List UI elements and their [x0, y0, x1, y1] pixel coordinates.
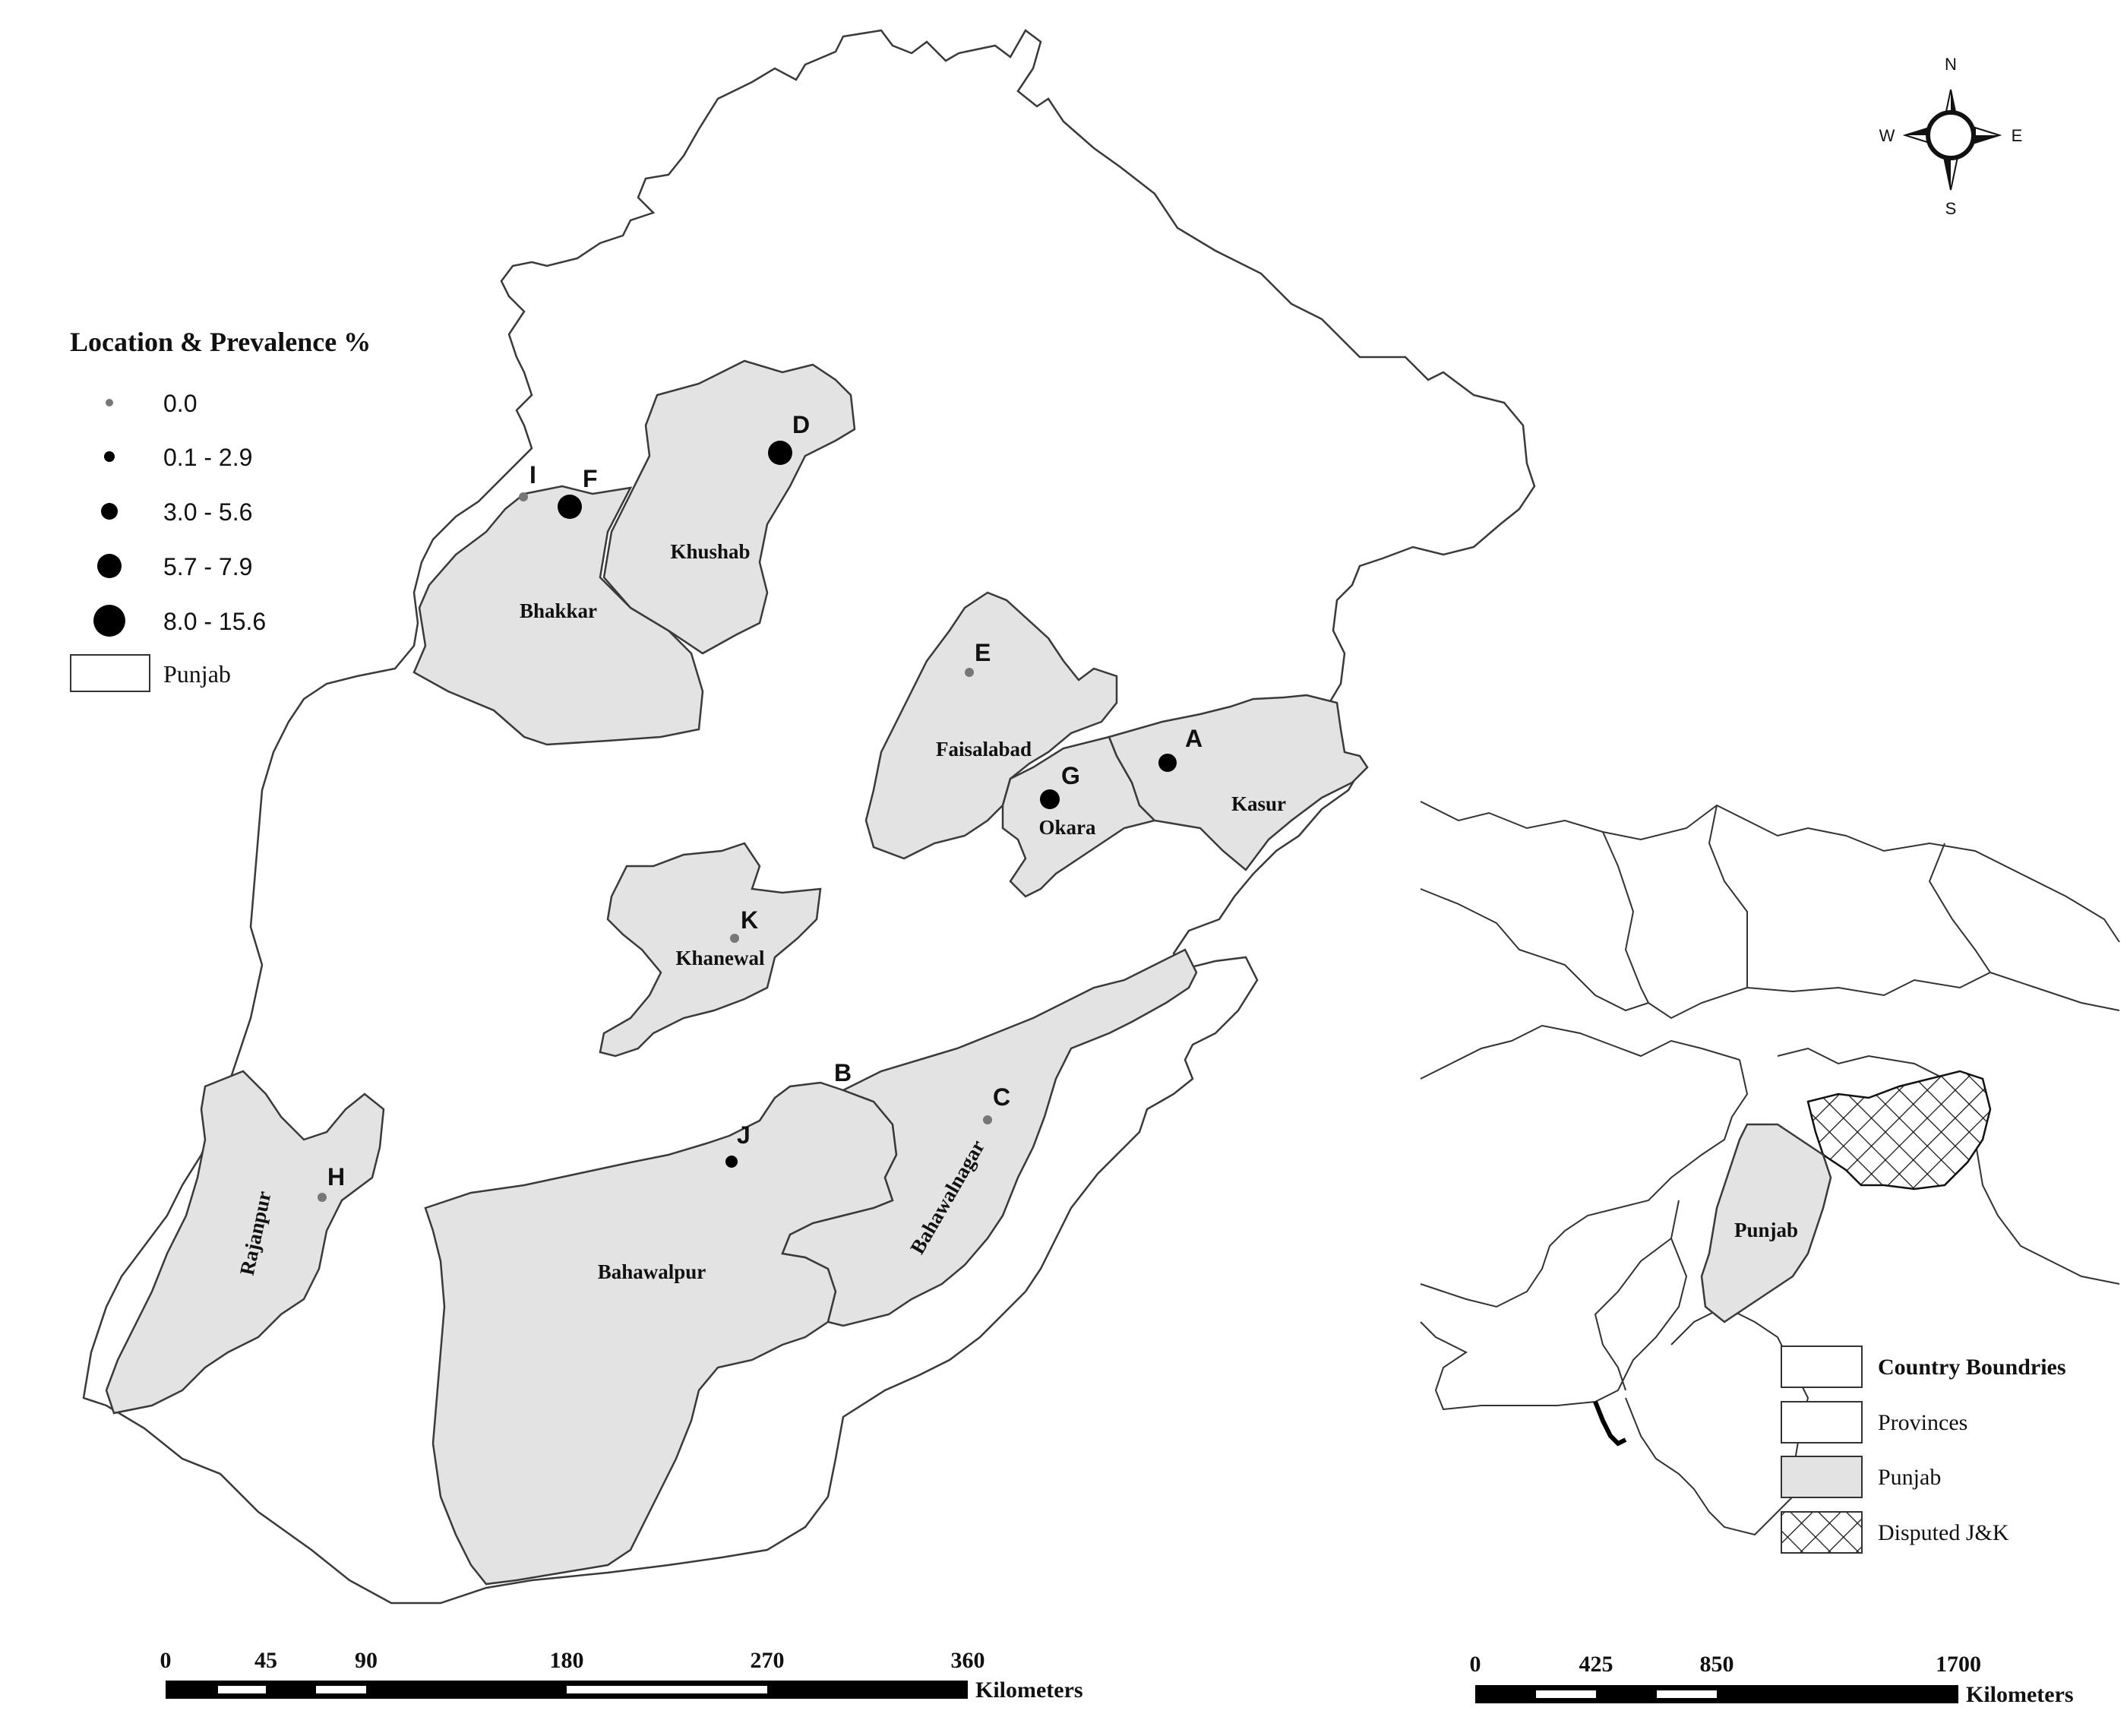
label-kasur: Kasur — [1231, 792, 1286, 815]
point-c — [983, 1115, 992, 1124]
inset-legend: Country Boundries Provinces Punjab Dispu… — [1781, 1345, 2066, 1554]
inset-disputed-jk — [1806, 1070, 1992, 1191]
compass-rose-icon: N S W E — [1879, 55, 2023, 218]
point-label-c: C — [993, 1083, 1010, 1111]
point-g — [1040, 789, 1060, 809]
point-h — [318, 1193, 327, 1202]
legend-region-swatch — [70, 654, 150, 692]
district-bhakkar — [412, 485, 704, 746]
scale-inset-tick-1: 425 — [1579, 1652, 1613, 1677]
point-label-j: J — [737, 1121, 751, 1149]
compass-s: S — [1945, 199, 1957, 218]
legend-symbol-1 — [104, 451, 115, 462]
legend-symbol-0 — [106, 399, 113, 406]
legend-label-2: 3.0 - 5.6 — [163, 498, 252, 526]
point-k — [730, 934, 739, 943]
inset-punjab — [1700, 1123, 1832, 1323]
legend-symbol-2 — [101, 503, 118, 520]
scale-inset-tick-2: 850 — [1700, 1652, 1734, 1677]
inset-legend-swatch-0 — [1781, 1345, 1863, 1388]
scale-main-tick-3: 180 — [550, 1648, 584, 1673]
inset-legend-swatch-1 — [1781, 1401, 1863, 1444]
label-khanewal: Khanewal — [675, 947, 765, 969]
legend-label-0: 0.0 — [163, 390, 197, 417]
label-khushab: Khushab — [670, 540, 750, 563]
inset-legend-swatch-3 — [1781, 1511, 1863, 1554]
scale-main-tick-4: 270 — [751, 1648, 785, 1673]
main-scale-bar: 0 45 90 180 270 360 Kilometers — [160, 1648, 1083, 1703]
scale-main-tick-5: 360 — [951, 1648, 985, 1673]
point-label-e: E — [975, 639, 991, 666]
point-i — [519, 492, 528, 501]
legend-label-3: 5.7 - 7.9 — [163, 553, 252, 580]
punjab-boundary — [82, 29, 1536, 1605]
point-label-f: F — [583, 465, 598, 492]
scale-main-tick-0: 0 — [160, 1648, 172, 1673]
point-label-d: D — [792, 411, 810, 438]
scale-main-unit: Kilometers — [975, 1678, 1083, 1703]
scale-inset-unit: Kilometers — [1966, 1682, 2074, 1707]
inset-legend-label-3: Disputed J&K — [1878, 1520, 2009, 1545]
label-bahawalpur: Bahawalpur — [598, 1260, 706, 1283]
point-label-i: I — [529, 461, 536, 489]
compass-w: W — [1879, 126, 1895, 145]
point-e — [965, 668, 974, 677]
inset-legend-swatch-2 — [1781, 1456, 1863, 1498]
label-okara: Okara — [1038, 816, 1096, 839]
point-label-g: G — [1061, 762, 1080, 789]
legend-label-4: 8.0 - 15.6 — [163, 608, 266, 635]
district-khanewal — [599, 842, 822, 1058]
point-label-k: K — [741, 906, 758, 934]
point-a — [1158, 754, 1177, 772]
label-faisalabad: Faisalabad — [936, 738, 1032, 760]
inset-scale-bar: 0 425 850 1700 Kilometers — [1470, 1652, 2074, 1707]
legend-symbol-3 — [97, 554, 122, 578]
scale-main-tick-2: 90 — [355, 1648, 378, 1673]
point-label-h: H — [327, 1163, 345, 1191]
scale-inset-tick-3: 1700 — [1936, 1652, 1981, 1677]
compass-e: E — [2012, 126, 2023, 145]
prevalence-legend: Location & Prevalence % 0.0 0.1 - 2.9 3.… — [70, 327, 371, 692]
point-d — [768, 441, 792, 465]
inset-map: Punjab — [1420, 801, 2120, 1536]
inset-legend-label-0: Country Boundries — [1878, 1355, 2066, 1380]
inset-legend-label-1: Provinces — [1878, 1410, 1967, 1435]
district-kasur — [1108, 694, 1369, 871]
legend-label-1: 0.1 - 2.9 — [163, 444, 252, 471]
inset-legend-label-2: Punjab — [1878, 1465, 1941, 1490]
legend-title: Location & Prevalence % — [70, 327, 371, 357]
label-bhakkar: Bhakkar — [520, 599, 597, 622]
point-label-b: B — [834, 1059, 852, 1086]
district-rajanpur — [105, 1070, 385, 1415]
point-j — [725, 1156, 738, 1168]
compass-n: N — [1945, 55, 1957, 74]
scale-main-tick-1: 45 — [254, 1648, 277, 1673]
district-bahawalnagar — [781, 948, 1198, 1327]
legend-symbol-4 — [93, 605, 125, 637]
point-f — [558, 495, 582, 519]
scale-inset-tick-0: 0 — [1470, 1652, 1481, 1677]
point-label-a: A — [1185, 725, 1203, 752]
legend-region-label: Punjab — [163, 660, 231, 688]
inset-label-punjab: Punjab — [1734, 1219, 1798, 1241]
district-khushab — [602, 359, 856, 655]
